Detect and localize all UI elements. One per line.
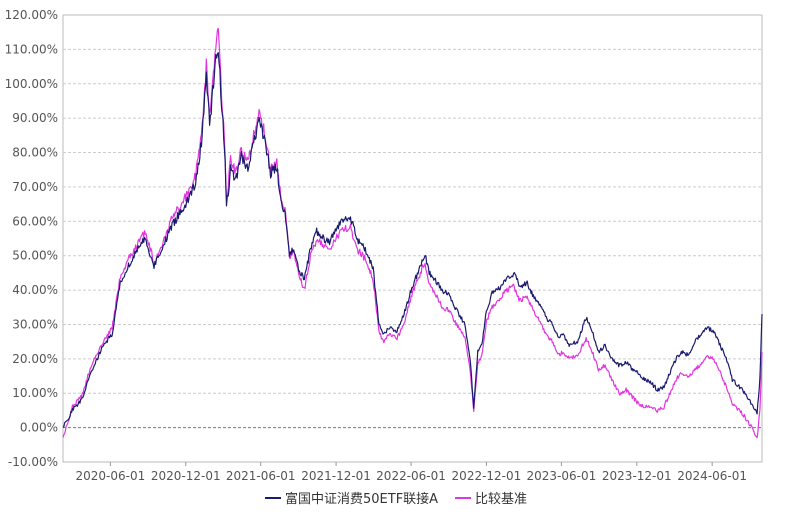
x-tick-label: 2021-06-01: [226, 469, 296, 483]
x-tick-label: 2024-06-01: [677, 469, 747, 483]
y-tick-label: 100.00%: [5, 77, 58, 91]
x-tick-label: 2020-06-01: [75, 469, 145, 483]
y-tick-label: 10.00%: [12, 386, 58, 400]
series-lines: [62, 27, 763, 439]
x-tick-label: 2023-12-01: [602, 469, 672, 483]
y-tick-label: 40.00%: [12, 283, 58, 297]
series-line: [62, 27, 763, 439]
x-tick-label: 2020-12-01: [151, 469, 221, 483]
grid: [62, 14, 763, 463]
y-tick-label: 30.00%: [12, 317, 58, 331]
y-tick-label: 0.00%: [20, 421, 58, 435]
legend: 富国中证消费50ETF联接A 比较基准: [265, 491, 527, 507]
legend-label: 比较基准: [475, 492, 527, 507]
y-axis-ticks: -10.00% 0.00% 10.00% 20.00% 30.00% 40.00% 50.0…: [5, 8, 58, 469]
y-tick-label: 60.00%: [12, 214, 58, 228]
x-axis-ticks: 2020-06-01 2020-12-01 2021-06-01 2021-12-01…: [75, 462, 747, 483]
x-tick-label: 2021-12-01: [301, 469, 371, 483]
series-line: [62, 52, 763, 428]
y-tick-label: 120.00%: [5, 8, 58, 22]
y-tick-label: 80.00%: [12, 146, 58, 160]
y-tick-label: 90.00%: [12, 111, 58, 125]
x-tick-label: 2022-06-01: [376, 469, 446, 483]
legend-label: 富国中证消费50ETF联接A: [285, 491, 438, 507]
x-tick-label: 2023-06-01: [527, 469, 597, 483]
plot-frame: [62, 14, 763, 463]
y-tick-label: 110.00%: [5, 42, 58, 56]
x-tick-label: 2022-12-01: [452, 469, 522, 483]
y-tick-label: -10.00%: [8, 455, 58, 469]
y-tick-label: 50.00%: [12, 249, 58, 263]
y-tick-label: 20.00%: [12, 352, 58, 366]
y-tick-label: 70.00%: [12, 180, 58, 194]
